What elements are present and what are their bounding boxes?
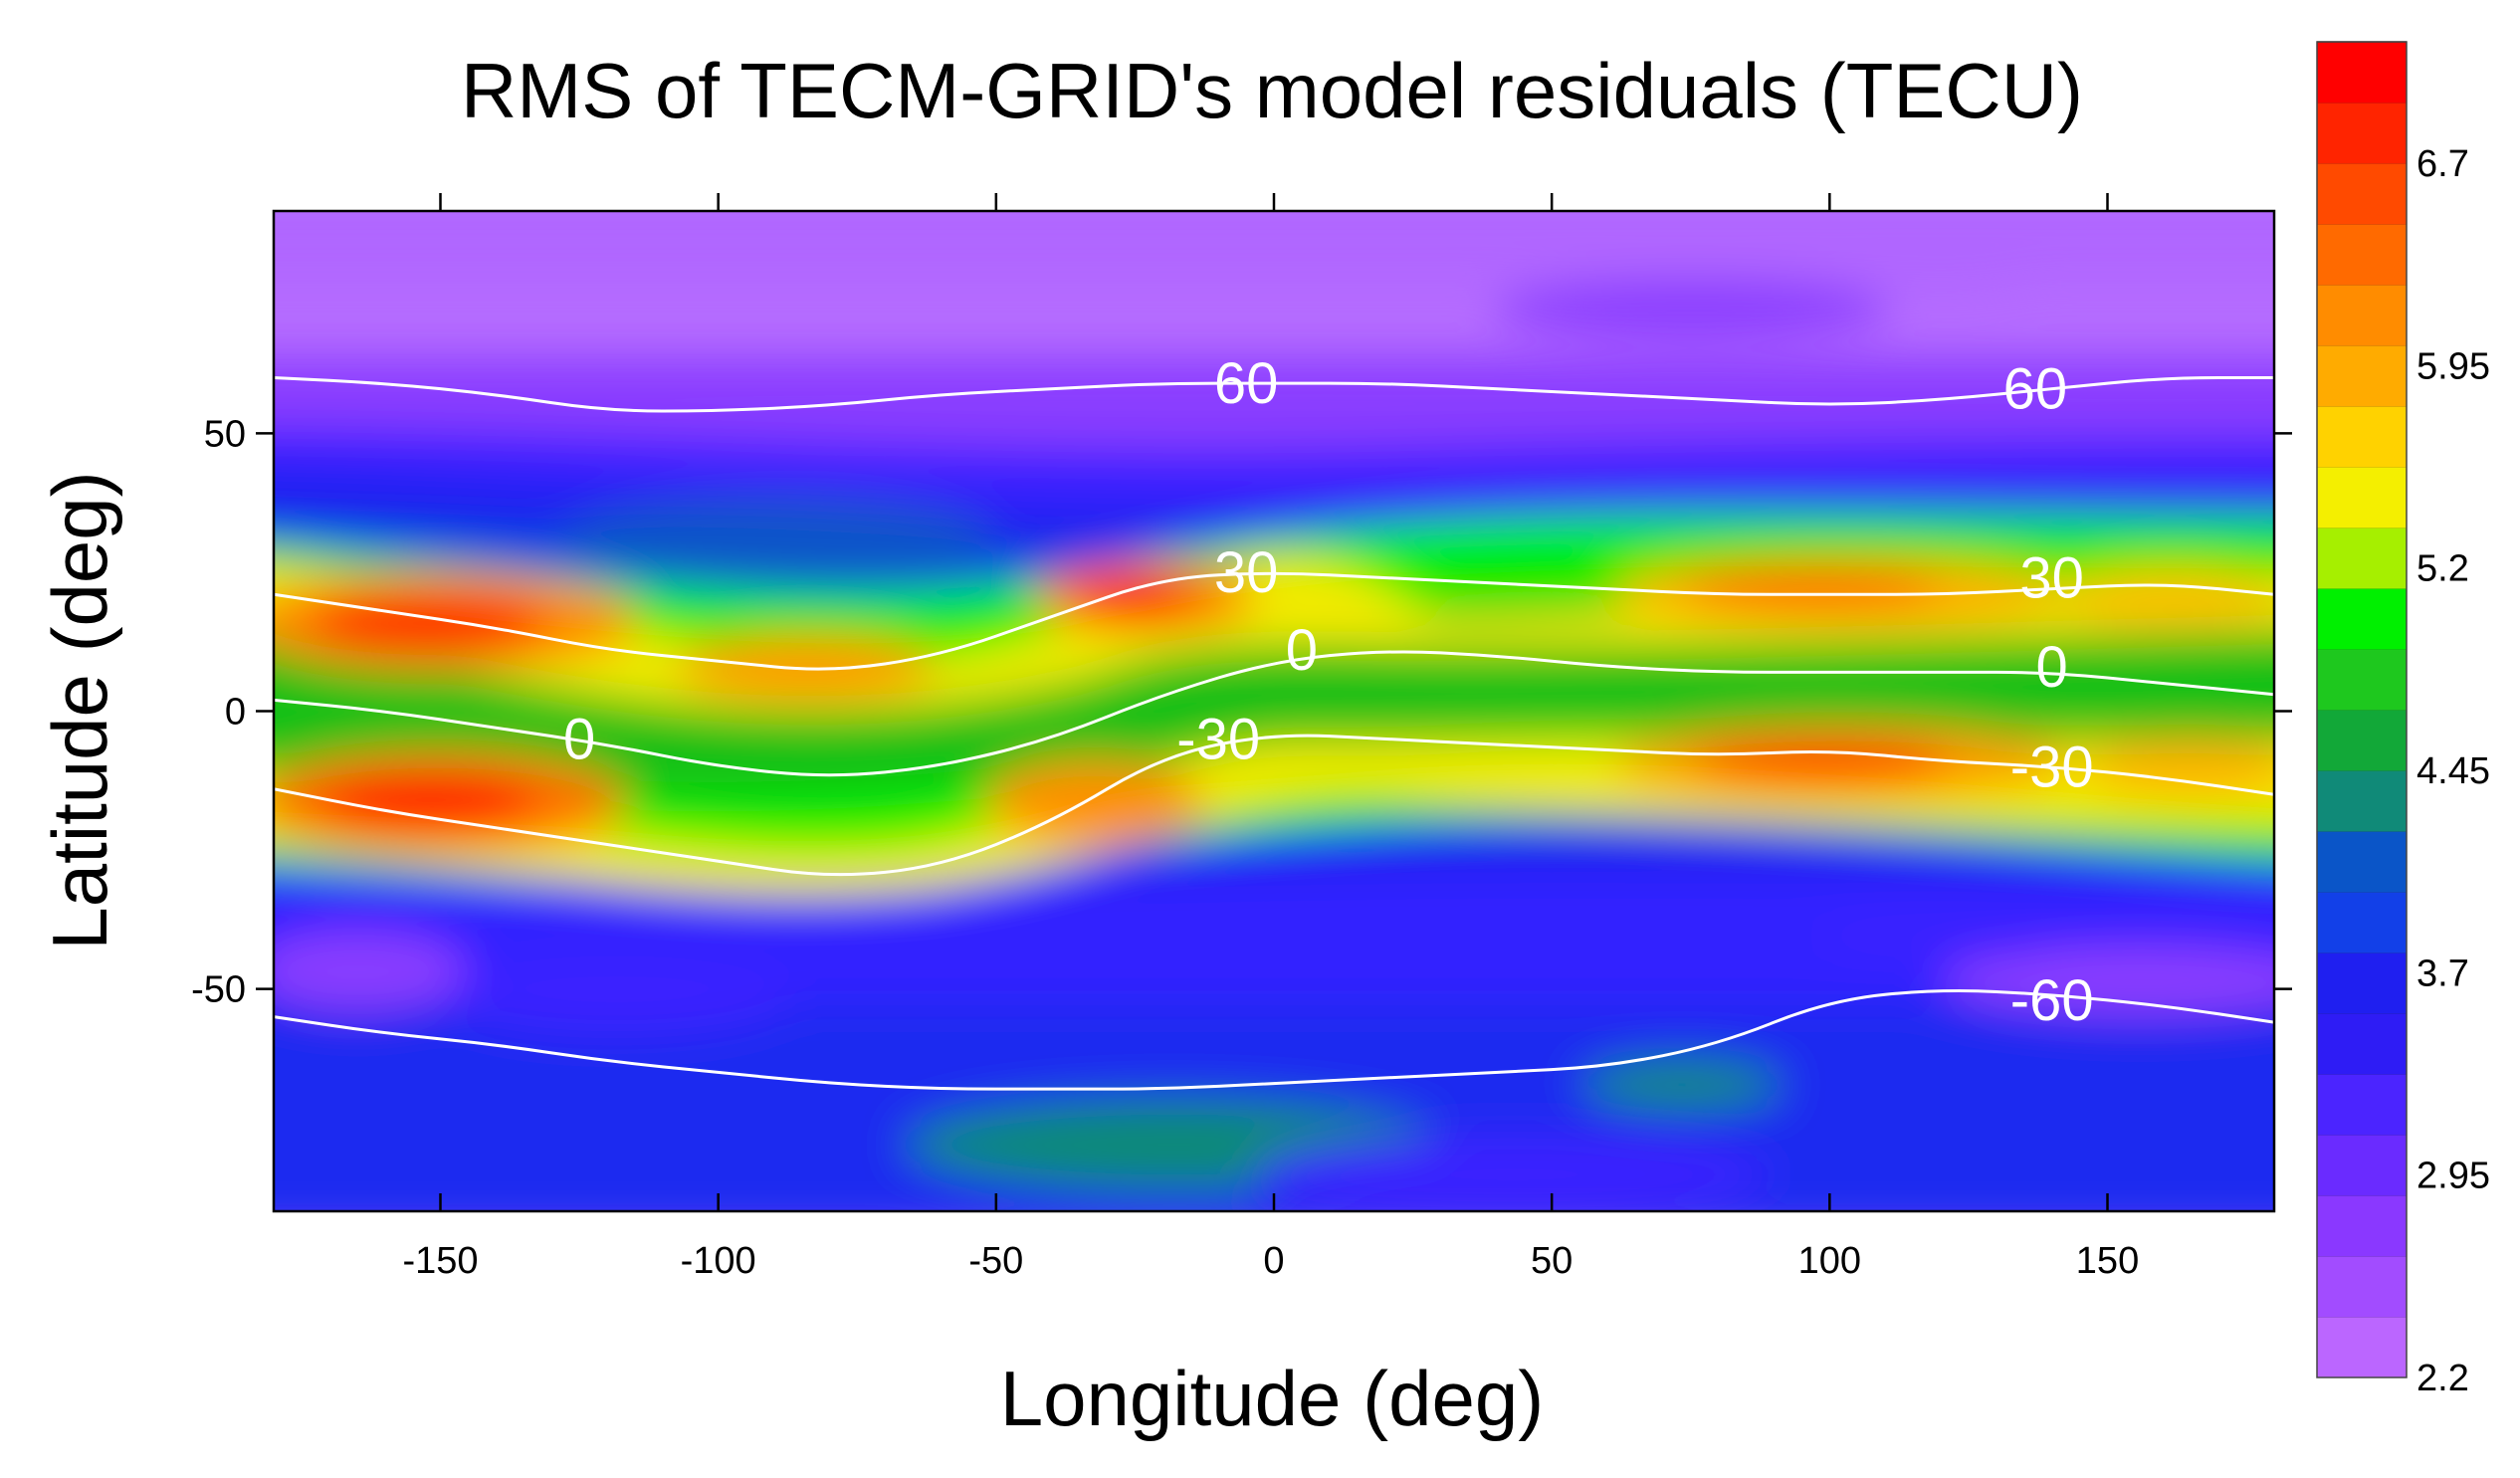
colorbar-swatch xyxy=(2317,1256,2407,1318)
colorbar-swatch xyxy=(2317,285,2407,346)
iso-line-label: -60 xyxy=(2010,968,2094,1033)
colorbar-swatch xyxy=(2317,163,2407,225)
iso-line xyxy=(274,734,2274,877)
x-axis-title: Longitude (deg) xyxy=(1000,1355,1544,1442)
iso-line-label: -30 xyxy=(1176,707,1260,771)
x-tick-label: 0 xyxy=(1263,1240,1284,1282)
colorbar-label: 2.2 xyxy=(2416,1358,2469,1399)
colorbar-swatch xyxy=(2317,103,2407,164)
colorbar-frame xyxy=(2316,41,2408,1378)
x-tick-label: -150 xyxy=(402,1240,478,1282)
colorbar-label: 5.95 xyxy=(2416,345,2490,387)
y-tick-label: 50 xyxy=(204,413,246,455)
colorbar-label: 4.45 xyxy=(2416,750,2490,792)
x-tick-label: 100 xyxy=(1798,1240,1861,1282)
iso-line xyxy=(274,571,2274,671)
colorbar-label: 6.7 xyxy=(2416,143,2469,185)
x-tick-label: 50 xyxy=(1531,1240,1573,1282)
colorbar-swatch xyxy=(2317,1195,2407,1257)
y-axis-title: Latitude (deg) xyxy=(36,471,123,950)
colorbar-swatch xyxy=(2317,892,2407,953)
colorbar-label: 5.2 xyxy=(2416,548,2469,590)
iso-line-label: 0 xyxy=(1286,618,1318,683)
iso-line-label: 60 xyxy=(1214,351,1279,416)
colorbar-swatch xyxy=(2317,1135,2407,1196)
x-tick-label: -100 xyxy=(681,1240,756,1282)
x-axis: -150 -100 -50 0 50 100 150 xyxy=(402,193,2139,1282)
colorbar-swatch xyxy=(2317,649,2407,711)
colorbar-swatch xyxy=(2317,528,2407,589)
colorbar: 6.7 5.95 5.2 4.45 3.7 2.95 2.2 xyxy=(2316,41,2490,1399)
chart-title: RMS of TECM-GRID's model residuals (TECU… xyxy=(461,47,2083,134)
iso-line-label: 30 xyxy=(1214,540,1279,605)
iso-line-label: 0 xyxy=(563,707,595,771)
colorbar-label: 3.7 xyxy=(2416,952,2469,994)
colorbar-swatch xyxy=(2317,952,2407,1014)
x-tick-label: 150 xyxy=(2076,1240,2139,1282)
y-tick-label: 0 xyxy=(225,692,246,734)
colorbar-swatch xyxy=(2317,588,2407,650)
iso-line xyxy=(274,650,2274,777)
colorbar-swatch xyxy=(2317,224,2407,286)
colorbar-swatch xyxy=(2317,42,2407,104)
rms-field xyxy=(274,211,2274,1211)
y-axis: 50 0 -50 xyxy=(191,413,2292,1011)
colorbar-swatch xyxy=(2317,831,2407,893)
iso-line xyxy=(274,989,2274,1091)
iso-line xyxy=(274,376,2274,413)
colorbar-swatch xyxy=(2317,1317,2407,1378)
colorbar-swatch xyxy=(2317,710,2407,771)
iso-line-label: 0 xyxy=(2036,635,2068,700)
y-tick-label: -50 xyxy=(191,969,246,1011)
colorbar-label: 2.95 xyxy=(2416,1156,2490,1197)
x-tick-label: -50 xyxy=(968,1240,1023,1282)
iso-line-label: 30 xyxy=(2019,546,2084,611)
colorbar-swatch xyxy=(2317,770,2407,832)
colorbar-swatch xyxy=(2317,406,2407,468)
iso-line-label: -30 xyxy=(2010,735,2094,799)
colorbar-swatch xyxy=(2317,467,2407,528)
iso-line-label: 60 xyxy=(2003,357,2068,422)
colorbar-swatch xyxy=(2317,1074,2407,1136)
colorbar-swatch xyxy=(2317,345,2407,407)
colorbar-swatch xyxy=(2317,1013,2407,1075)
